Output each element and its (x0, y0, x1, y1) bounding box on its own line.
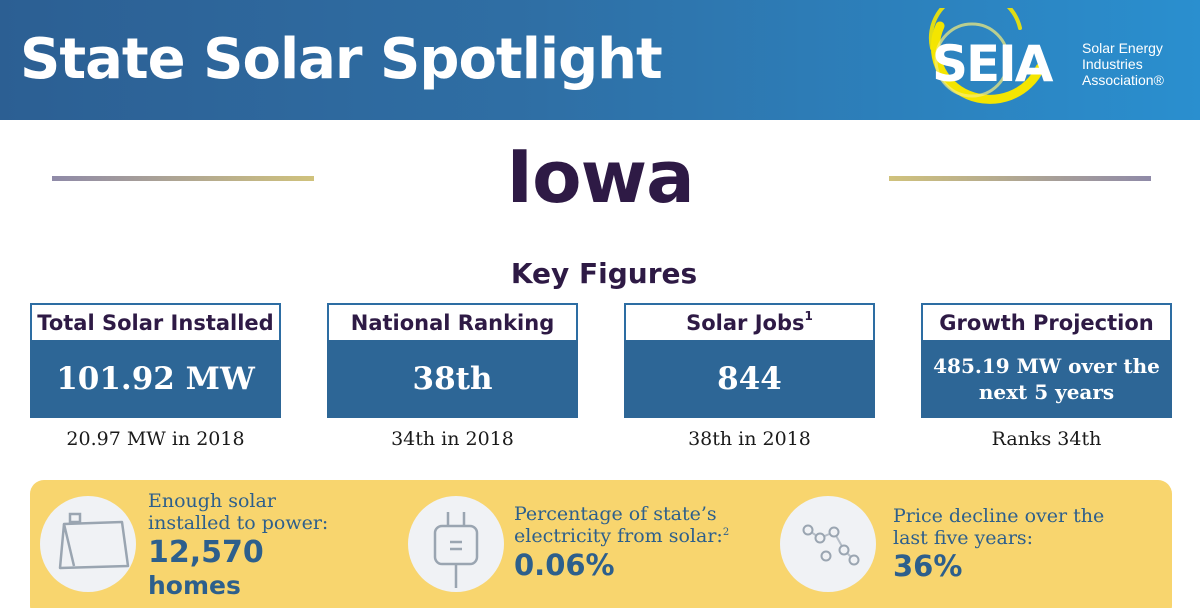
card-heading: Total Solar Installed (30, 303, 281, 340)
logo-mark: SEIA (932, 35, 1053, 93)
card-heading-text: Total Solar Installed (37, 310, 274, 335)
card-heading: Solar Jobs 1 (624, 303, 875, 340)
stat-label-price-decline: Price decline over the last five years: (893, 505, 1123, 549)
home-solar-icon (40, 496, 136, 592)
header-banner: State Solar Spotlight SEIA Solar Energy … (0, 0, 1200, 120)
card-subtext: 34th in 2018 (391, 428, 514, 450)
stat-unit-homes: homes (148, 571, 241, 600)
page-title: State Solar Spotlight (20, 27, 663, 92)
card-growth-projection: Growth Projection 485.19 MW over the nex… (921, 303, 1172, 450)
stat-label-text: Price decline over the last five years: (893, 505, 1105, 549)
card-heading: National Ranking (327, 303, 578, 340)
stat-label-electricity: Percentage of state’s electricity from s… (514, 503, 734, 551)
logo-text-line: Association® (1082, 72, 1164, 88)
price-decline-icon (780, 496, 876, 592)
card-subtext: Ranks 34th (991, 428, 1102, 450)
card-value: 101.92 MW (30, 340, 281, 418)
card-solar-jobs: Solar Jobs 1 844 38th in 2018 (624, 303, 875, 450)
state-name: Iowa (506, 135, 694, 219)
card-heading: Growth Projection (921, 303, 1172, 340)
card-value: 844 (624, 340, 875, 418)
card-heading-text: National Ranking (350, 310, 555, 335)
footnote-marker: 1 (804, 308, 813, 323)
divider-left (52, 176, 314, 181)
card-heading-text: Growth Projection (939, 310, 1154, 335)
logo-text-line: Industries (1082, 56, 1143, 72)
key-figures-title: Key Figures (510, 257, 698, 290)
stat-label-text: Enough solar installed to power: (148, 490, 329, 534)
card-total-solar-installed: Total Solar Installed 101.92 MW 20.97 MW… (30, 303, 281, 450)
card-heading-text: Solar Jobs (686, 310, 805, 335)
stat-value-electricity: 0.06% (514, 548, 615, 582)
stat-value-price-decline: 36% (893, 549, 963, 583)
stat-label-text: Percentage of state’s electricity from s… (514, 503, 723, 547)
divider-right (889, 176, 1151, 181)
highlights-band (30, 480, 1172, 608)
logo-text: Solar Energy Industries Association® (1082, 40, 1192, 88)
plug-icon (408, 496, 504, 592)
card-subtext: 20.97 MW in 2018 (66, 428, 245, 450)
card-value: 38th (327, 340, 578, 418)
stat-label-homes: Enough solar installed to power: (148, 490, 348, 534)
card-subtext: 38th in 2018 (688, 428, 811, 450)
footnote-marker: 2 (722, 527, 730, 538)
card-national-ranking: National Ranking 38th 34th in 2018 (327, 303, 578, 450)
card-value: 485.19 MW over the next 5 years (921, 340, 1172, 418)
logo-ring-icon (928, 8, 1045, 104)
stat-value-homes: 12,570 (148, 535, 264, 570)
seia-logo[interactable]: SEIA Solar Energy Industries Association… (910, 8, 1190, 112)
logo-text-line: Solar Energy (1082, 40, 1163, 56)
